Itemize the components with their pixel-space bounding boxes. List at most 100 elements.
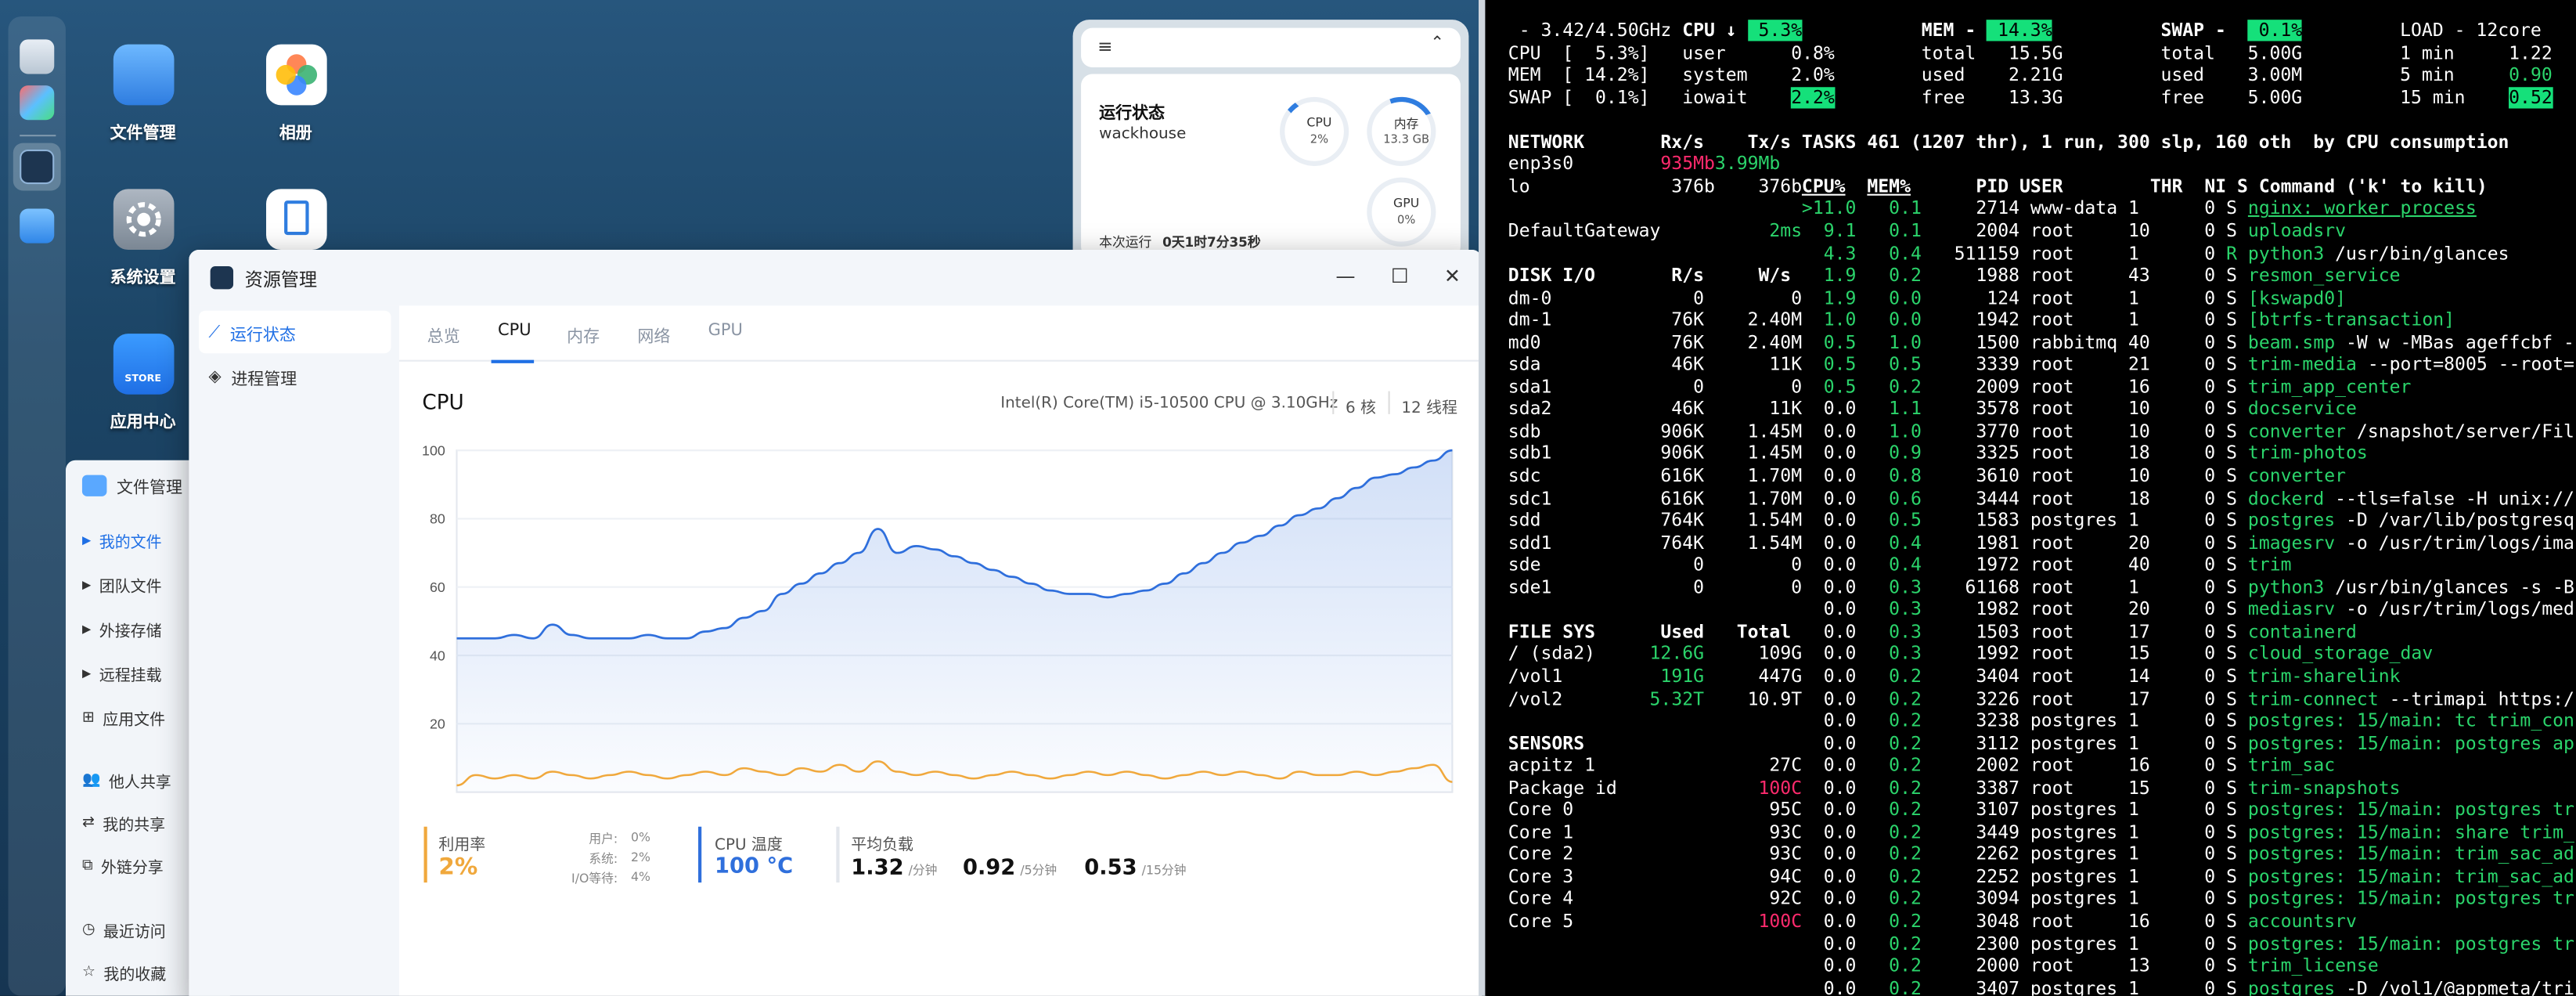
fm-item-external[interactable]: ▶ 外接存储 <box>82 618 162 641</box>
active-tab-indicator <box>491 359 535 363</box>
fm-item-label: 外接存储 <box>99 622 162 641</box>
load-15min: 0.53 /15分钟 <box>1084 857 1186 881</box>
chart-line-icon: ⟋ <box>208 323 221 341</box>
file-manager-dock-icon[interactable] <box>20 208 55 244</box>
load-5-unit: /5分钟 <box>1020 862 1057 878</box>
tab-memory[interactable]: 内存 <box>567 328 600 347</box>
process-row: 9.1 0.1 2004 root 10 0 S uploadsrv <box>1801 220 2347 242</box>
photos-flower-icon <box>275 54 317 96</box>
tab-cpu[interactable]: CPU <box>497 322 531 341</box>
fm-item-my-shares[interactable]: ⇄ 我的共享 <box>82 812 165 835</box>
desktop-icon-document[interactable] <box>238 189 353 251</box>
fm-item-remote[interactable]: ▶ 远程挂载 <box>82 662 162 685</box>
process-row: 0.0 0.2 3238 postgres 1 0 S postgres: 15… <box>1801 709 2574 732</box>
process-row: 0.0 0.2 3407 postgres 1 0 S postgres -D … <box>1801 977 2574 996</box>
sidebar-item-status[interactable]: ⟋ 运行状态 <box>198 310 391 354</box>
sensor-row: Core 0 95C <box>1508 799 1803 821</box>
desktop-icon-settings[interactable]: 系统设置 <box>85 189 200 287</box>
usage-accent-bar <box>423 826 427 883</box>
disk-row: sdc 616K 1.70M <box>1508 464 1803 487</box>
gpu-gauge: GPU 0% <box>1367 177 1436 247</box>
mem-free: free 13.3G <box>1921 86 2063 108</box>
swap-row: SWAP [ 0.1%] iowait 2.2% <box>1508 86 1835 108</box>
chart-y-tick-label: 20 <box>430 716 445 732</box>
layers-icon: ◈ <box>208 367 222 386</box>
window-title: 资源管理 <box>244 269 318 291</box>
collapse-icon[interactable]: ⌃ <box>1430 34 1444 53</box>
star-icon: ☆ <box>81 965 95 982</box>
desktop-icon-photos[interactable]: 相册 <box>238 44 353 143</box>
network-row: lo 376b 376b <box>1508 175 1803 197</box>
fm-item-my-files[interactable]: ▶ 我的文件 <box>82 529 162 552</box>
process-row: 0.0 0.2 2262 postgres 1 0 S postgres: 15… <box>1801 843 2574 865</box>
desktop: 文件管理 相册 系统设置 <box>0 0 1486 996</box>
fm-item-favorites[interactable]: ☆ 我的收藏 <box>82 962 166 984</box>
window-titlebar[interactable]: 资源管理 — ☐ ✕ <box>189 250 1483 306</box>
process-row: 0.5 0.5 3339 root 21 0 S trim-media --po… <box>1801 353 2574 376</box>
load-1-value: 1.32 <box>851 856 904 882</box>
cpu-row: CPU [ 5.3%] user 0.8% <box>1508 42 1835 63</box>
load-15-unit: /15分钟 <box>1141 862 1187 878</box>
folder-icon <box>112 44 174 106</box>
gauge-arc <box>1266 83 1364 181</box>
grid-icon: ⊞ <box>81 709 95 727</box>
fm-item-link-shares[interactable]: ⧉ 外链分享 <box>81 854 164 878</box>
desktop-icon[interactable] <box>20 39 55 74</box>
desktop-icon-app-center[interactable]: STORE 应用中心 <box>85 334 200 432</box>
document-icon <box>265 189 326 251</box>
disk-row: sda2 46K 11K <box>1508 398 1803 420</box>
fm-item-label: 外链分享 <box>100 859 164 878</box>
tab-bar: 总览 CPU 内存 网络 GPU <box>399 305 1483 363</box>
sidebar-item-label: 运行状态 <box>229 326 296 345</box>
spec-divider <box>1332 391 1335 414</box>
minimize-icon[interactable]: — <box>1335 264 1356 288</box>
process-row: 0.0 0.3 1992 root 15 0 S cloud_storage_d… <box>1801 643 2434 665</box>
io-label: I/O等待: <box>571 871 618 886</box>
desktop-icon-label: 文件管理 <box>110 125 176 143</box>
load-label: 平均负载 <box>851 836 914 855</box>
process-row: 0.0 0.3 61168 root 1 0 S python3 /usr/bi… <box>1801 576 2574 598</box>
window-divider[interactable] <box>1479 0 1487 996</box>
fm-item-label: 我的文件 <box>99 534 162 553</box>
glances-terminal[interactable]: - 3.42/4.50GHz CPU ↓ 5.3% MEM - 14.3% SWAP… <box>1485 0 2576 996</box>
close-icon[interactable]: ✕ <box>1443 264 1461 288</box>
fm-item-recent[interactable]: ◷ 最近访问 <box>82 918 166 941</box>
tab-gpu[interactable]: GPU <box>708 322 743 341</box>
cpu-gauge-value: 2% <box>1310 133 1329 146</box>
maximize-icon[interactable]: ☐ <box>1390 264 1409 288</box>
disk-row: sdb1 906K 1.45M <box>1508 442 1803 464</box>
load-summary: LOAD - 12core <box>2400 20 2542 42</box>
fm-item-shared-with-me[interactable]: 👥 他人共享 <box>82 769 171 792</box>
tab-overview[interactable]: 总览 <box>427 328 460 347</box>
folder-icon <box>81 475 107 496</box>
link-icon: ⧉ <box>81 857 93 875</box>
desktop-icon-file-manager[interactable]: 文件管理 <box>85 44 200 143</box>
sensor-row: Package id 100C <box>1508 777 1803 799</box>
apps-grid-icon[interactable] <box>20 85 55 121</box>
cpu-usage-line <box>456 449 1453 640</box>
cpu-model: Intel(R) Core(TM) i5-10500 CPU @ 3.10GHz <box>1000 394 1338 413</box>
sidebar-item-label: 进程管理 <box>231 370 297 389</box>
fm-item-app-files[interactable]: ⊞ 应用文件 <box>82 707 165 730</box>
process-row: 0.0 0.5 1583 postgres 1 0 S postgres -D … <box>1801 509 2574 532</box>
process-row: >11.0 0.1 2714 www-data 1 0 S nginx: wor… <box>1801 197 2477 219</box>
file-manager-title-text: 文件管理 <box>117 479 182 498</box>
gear-icon <box>112 189 174 251</box>
disk-row: sda 46K 11K <box>1508 353 1803 376</box>
status-card[interactable]: 运行状态 wackhouse CPU 2% 内存 13.3 GB GPU 0% <box>1081 74 1461 258</box>
process-row: 0.0 0.2 2300 postgres 1 0 S postgres: 15… <box>1801 933 2574 955</box>
fm-item-team-files[interactable]: ▶ 团队文件 <box>82 574 162 597</box>
dock-separator <box>20 135 56 137</box>
users-icon: 👥 <box>81 772 101 789</box>
fm-item-label: 远程挂载 <box>99 667 162 686</box>
disk-header: DISK I/O R/s W/s <box>1508 265 1792 287</box>
sensor-row: Core 5 100C <box>1508 910 1803 933</box>
list-icon[interactable]: ≡ <box>1097 36 1113 58</box>
tab-network[interactable]: 网络 <box>637 328 671 347</box>
disk-row: sdd1 764K 1.54M <box>1508 532 1803 554</box>
file-manager-title: 文件管理 <box>81 473 182 498</box>
mem-summary: MEM - 14.3% <box>1921 20 2052 42</box>
resource-monitor-icon[interactable] <box>20 149 55 185</box>
process-row: 0.0 0.2 3048 root 16 0 S accountsrv <box>1801 910 2357 933</box>
sidebar-item-processes[interactable]: ◈ 进程管理 <box>199 355 391 398</box>
